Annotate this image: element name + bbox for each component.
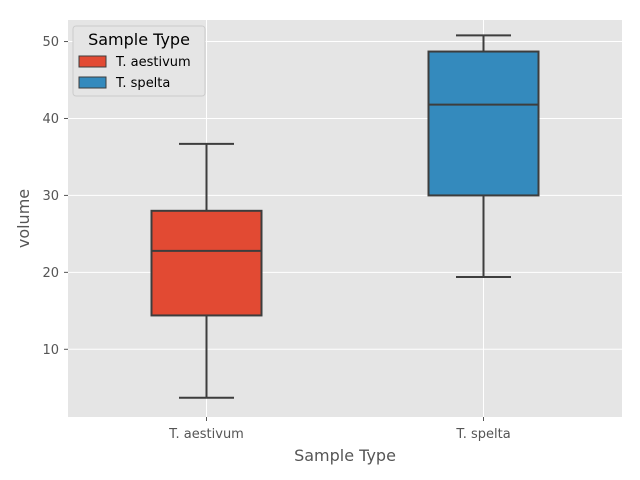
y-tick-label-10: 10 — [42, 343, 59, 358]
x-axis-ticks: T. aestivum T. spelta — [168, 417, 511, 442]
y-axis-ticks: 10 20 30 40 50 — [42, 35, 68, 358]
legend-entry-t-spelta: T. spelta — [115, 76, 170, 91]
y-tick-label-40: 40 — [42, 112, 59, 127]
y-tick-label-30: 30 — [42, 189, 59, 204]
box-t-spelta — [427, 34, 540, 278]
box-series — [150, 34, 540, 399]
y-axis-label: volume — [14, 189, 33, 248]
x-tick-label-t-spelta: T. spelta — [455, 427, 510, 442]
x-axis-label: Sample Type — [294, 446, 396, 465]
legend-entry-t-aestivum: T. aestivum — [115, 55, 191, 70]
y-tick-label-20: 20 — [42, 266, 59, 281]
iqr-box-t-spelta — [427, 50, 540, 197]
legend: Sample Type T. aestivum T. spelta — [72, 25, 206, 97]
legend-swatch-t-aestivum — [78, 55, 107, 68]
y-tick-label-50: 50 — [42, 35, 59, 50]
x-tick-label-t-aestivum: T. aestivum — [168, 427, 244, 442]
legend-title: Sample Type — [88, 30, 190, 49]
iqr-box-t-aestivum — [150, 209, 263, 317]
legend-swatch-t-spelta — [78, 76, 107, 89]
box-t-aestivum — [150, 142, 263, 399]
